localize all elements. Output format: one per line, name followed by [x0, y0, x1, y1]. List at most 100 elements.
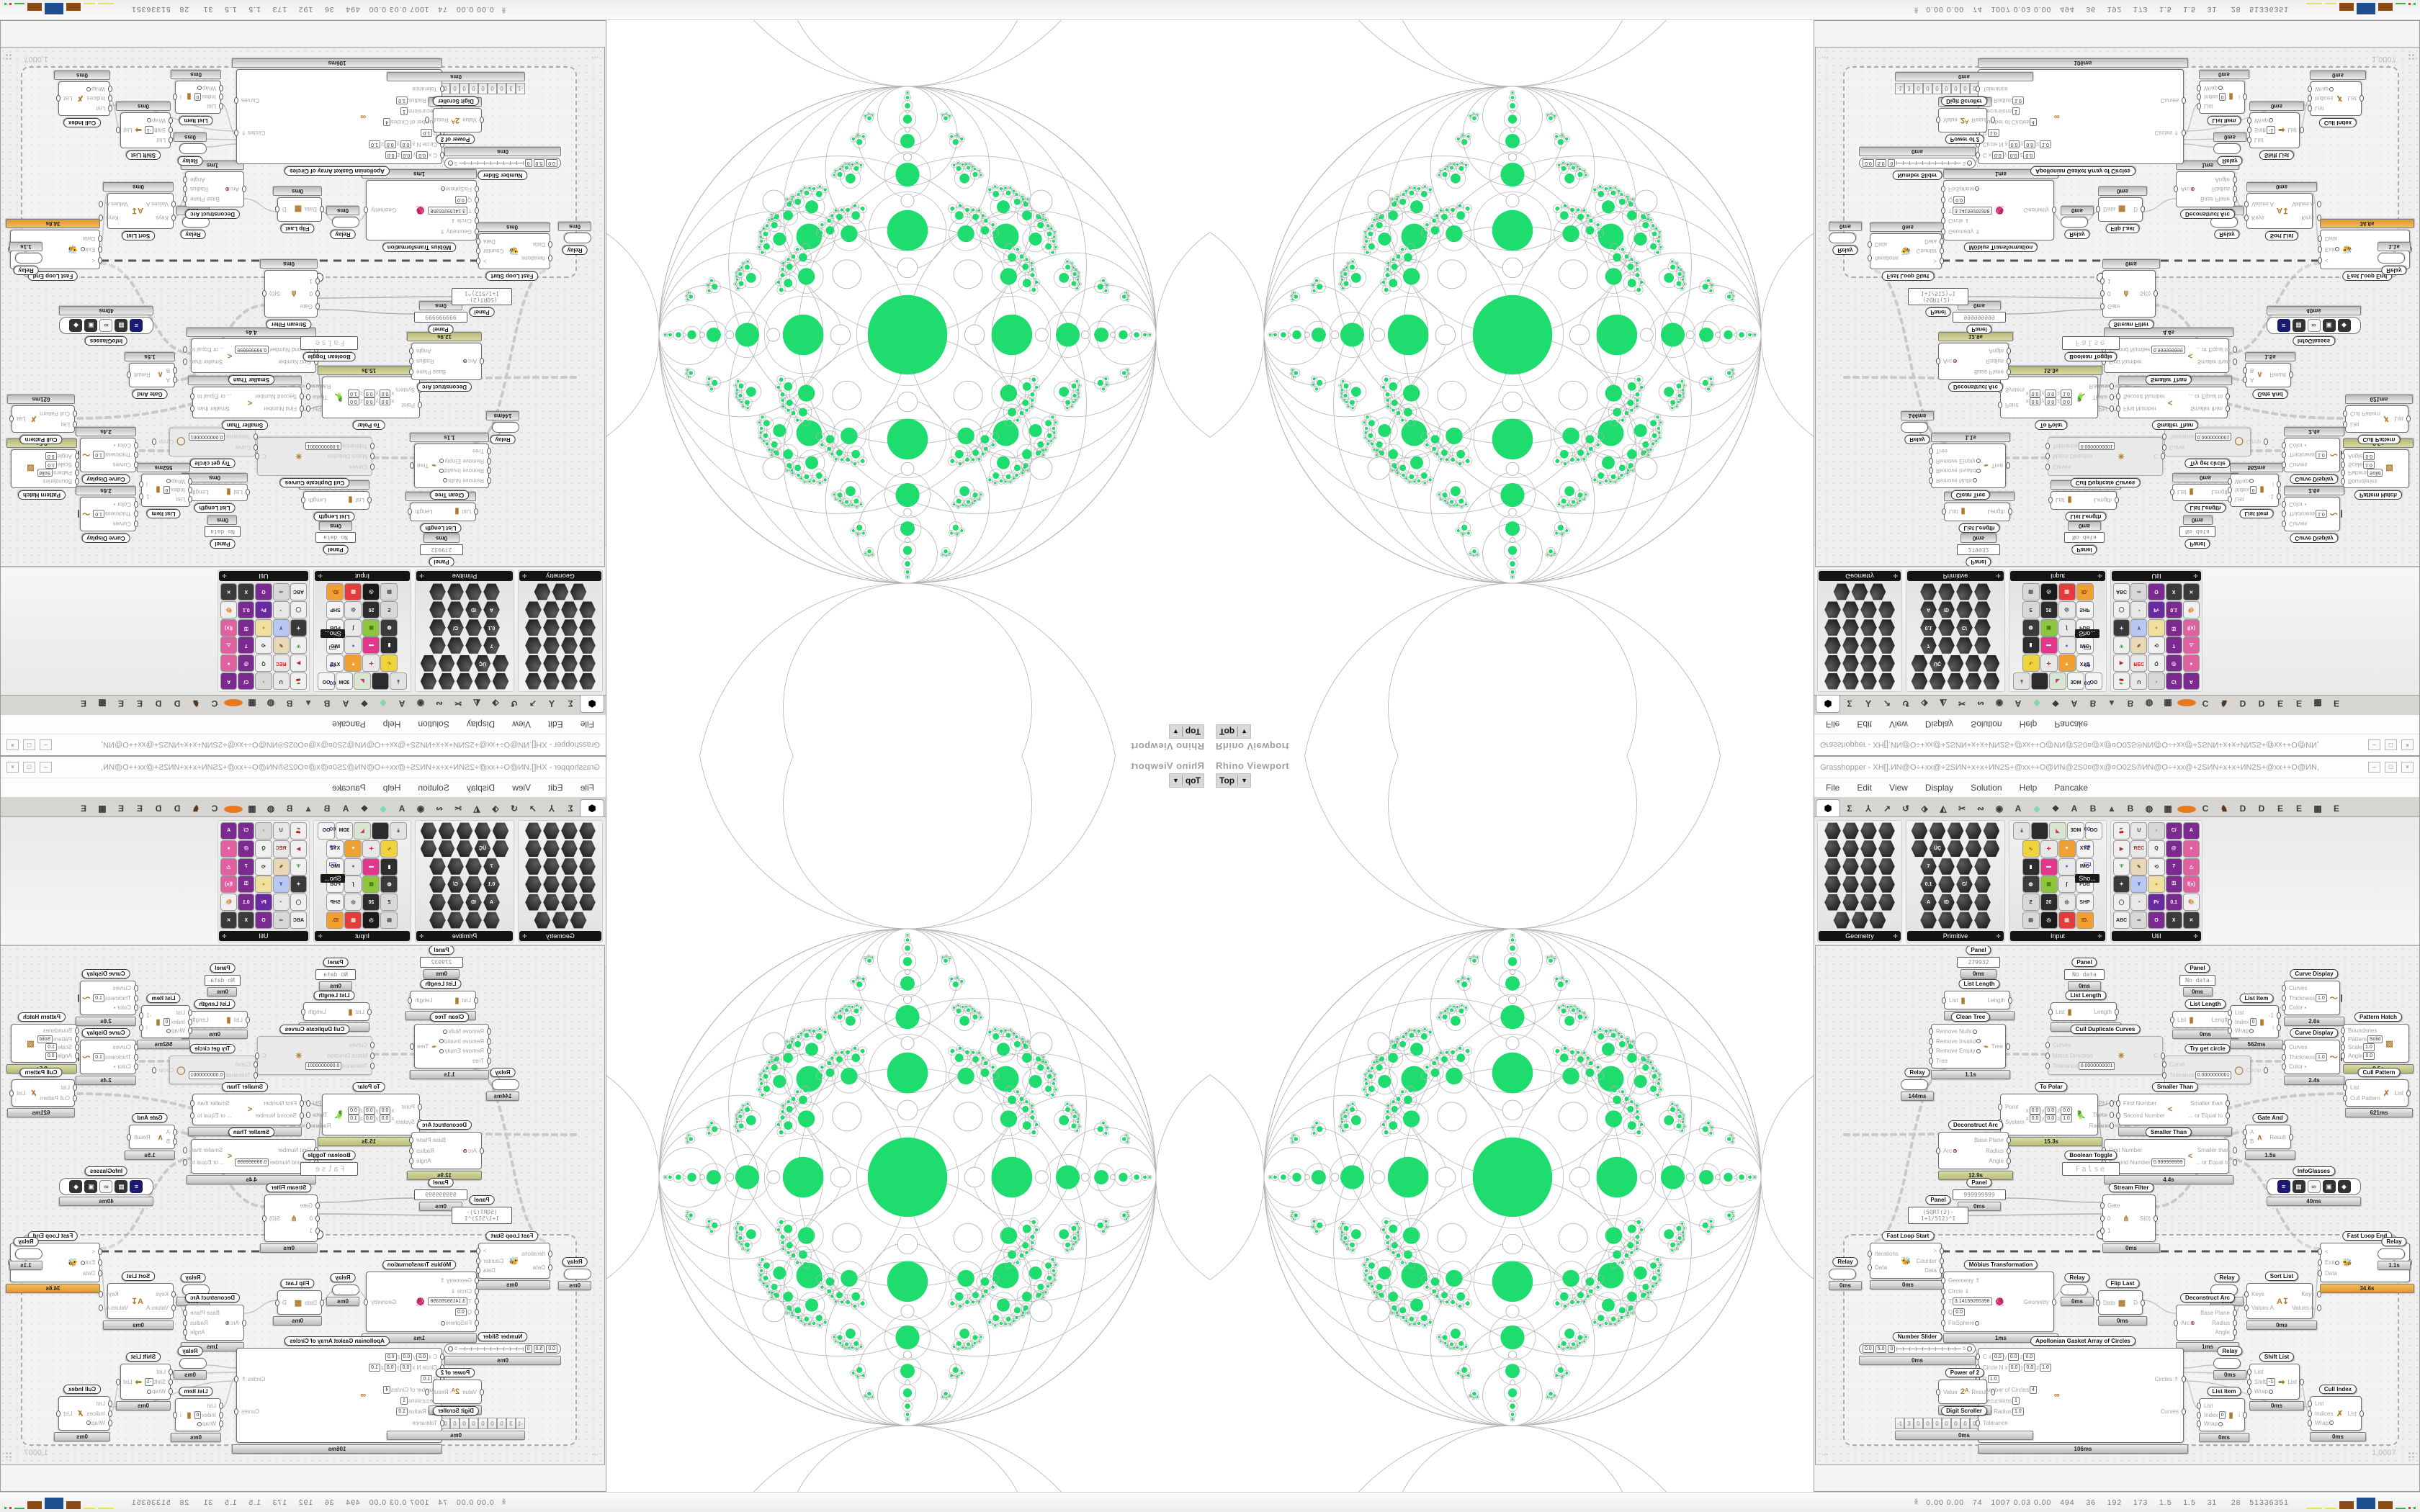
component-icon[interactable]: ● [220, 840, 238, 858]
menu-item-pancake[interactable]: Pancake [2054, 719, 2088, 729]
palette-expand-icon[interactable]: ✛ [2193, 572, 2198, 580]
tab-9[interactable]: A [398, 698, 405, 708]
component-icon[interactable] [429, 876, 447, 893]
value-chip[interactable]: 0 [194, 93, 202, 102]
gh-node-try-get-circle[interactable]: Try get circle Curve Tolerance 0.000000000… [2164, 428, 2261, 468]
component-icon[interactable]: ⚿ [238, 618, 255, 636]
value-chip[interactable]: 0.0 [2023, 150, 2035, 159]
tab-params-selected[interactable]: ⬢ [580, 696, 604, 713]
value-chip[interactable]: 1.0 [369, 140, 380, 148]
gh-node-m-bius-transformation[interactable]: Möbius Transformation Geometry ⇑ Circle ⇓ T… [362, 169, 477, 252]
component-icon[interactable]: ● [255, 618, 272, 636]
value-chip[interactable]: 0.0 [2045, 390, 2057, 397]
gh-node-infoglasses[interactable]: InfoGlasses ≡ ▦ ∞ ▣ ◆ 40ms [2267, 306, 2361, 346]
component-icon[interactable]: ✛ [362, 840, 380, 858]
component-icon[interactable] [579, 654, 596, 672]
value-chip[interactable]: 1 [2012, 107, 2020, 115]
component-icon[interactable] [483, 583, 501, 600]
component-icon[interactable] [552, 583, 569, 600]
gh-node-panel[interactable]: Panel (SQRT(2)- 1+1/512)^1 [1908, 1195, 1968, 1224]
component-icon[interactable] [1824, 876, 1841, 893]
value-chip[interactable]: 0.0 [348, 397, 359, 405]
component-icon[interactable]: X [2165, 582, 2182, 600]
value-chip[interactable]: 0.0 [400, 140, 412, 148]
component-icon[interactable] [2031, 822, 2048, 840]
component-icon[interactable]: 0.1 [1920, 619, 1937, 636]
gh-node-cull-duplicate-curves[interactable]: Cull Duplicate Curves Curves Match Directi… [257, 437, 372, 487]
component-icon[interactable]: A [220, 822, 238, 840]
component-icon[interactable]: ◗ [255, 822, 272, 840]
component-icon[interactable]: 7 [238, 858, 255, 876]
component-icon[interactable]: ID. [2076, 912, 2094, 930]
component-icon[interactable] [543, 672, 560, 690]
glasses-icon[interactable]: ▭ [2082, 858, 2092, 869]
gh-node-boolean-toggle[interactable]: Boolean Toggle False [2062, 1151, 2120, 1176]
tab-icon-oval[interactable] [2177, 806, 2196, 813]
component-icon[interactable]: A [220, 672, 238, 690]
component-icon[interactable] [438, 654, 455, 672]
gh-node-pattern-hatch[interactable]: Pattern Hatch Boundaries Pattern Solid Scal… [2340, 1012, 2414, 1074]
option-circle[interactable] [166, 1028, 171, 1033]
tab-26[interactable]: E [2333, 804, 2339, 814]
gh-node-panel[interactable]: Panel 279932 0ms [420, 534, 463, 567]
component-icon[interactable]: ◎ [2058, 894, 2076, 912]
glasses-icon[interactable]: ▭ [2082, 643, 2092, 654]
tab-8[interactable]: ◉ [416, 804, 425, 814]
digit-cell[interactable]: 0 [488, 83, 497, 94]
component-icon[interactable]: ▤ [2022, 912, 2040, 930]
tab-22[interactable]: D [155, 804, 162, 814]
component-icon[interactable]: C/ [447, 619, 465, 636]
tab-7[interactable]: ∾ [435, 804, 444, 814]
component-icon[interactable] [1947, 822, 1964, 840]
tab-22[interactable]: D [2258, 698, 2265, 708]
tab-params-selected[interactable]: ⬢ [580, 799, 604, 816]
component-icon[interactable]: ▶ [290, 840, 307, 858]
value-chip[interactable]: 0 [163, 486, 171, 495]
component-icon[interactable] [1983, 654, 2000, 672]
digit-cell[interactable]: 0 [478, 83, 488, 94]
gh-node-flip-last[interactable]: Flip Last Data ▦ D 0ms [273, 186, 322, 233]
palette-expand-icon[interactable]: ✛ [2097, 932, 2102, 940]
gh-node-curve-display[interactable]: Curve Display Curves Thickness 1.0 Color ▪ ～… [76, 969, 136, 1026]
glasses-icon[interactable]: ∞ [329, 822, 336, 834]
glasses-icon[interactable]: ∞ [329, 660, 336, 672]
component-icon[interactable] [561, 654, 578, 672]
component-icon[interactable]: ⚿ [238, 876, 255, 894]
component-icon[interactable] [1983, 822, 2000, 840]
value-chip[interactable]: 0.0 [2024, 1364, 2036, 1372]
menu-item-help[interactable]: Help [2019, 783, 2038, 793]
value-chip[interactable]: 0.0 [2029, 1115, 2041, 1122]
value-chip[interactable]: 0.0 [1953, 1308, 1965, 1317]
gh-node-apollonian-gasket-array-of-circles[interactable]: Apollonian Gasket Array of Circles C x 0.0… [1975, 1336, 2188, 1454]
option-circle[interactable] [197, 86, 202, 91]
digit-cell[interactable]: 0 [469, 83, 478, 94]
component-icon[interactable]: Y [272, 876, 290, 894]
digit-cell[interactable]: 3 [1904, 1418, 1914, 1429]
infoglasses-icon[interactable]: ∞ [99, 1180, 113, 1193]
component-icon[interactable] [1938, 912, 1955, 929]
tab-5[interactable]: ◭ [1940, 804, 1947, 814]
tab-1[interactable]: ⅄ [1865, 804, 1871, 814]
component-icon[interactable]: ◔ [272, 600, 290, 618]
gh-node-cull-index[interactable]: Cull Index List Indices Wrap ✗ List 0ms [54, 71, 110, 127]
option-circle[interactable] [2329, 86, 2334, 91]
tab-0[interactable]: Σ [568, 804, 573, 814]
component-icon[interactable]: ∫ [2058, 876, 2076, 894]
palette-expand-icon[interactable]: ✛ [2097, 572, 2102, 580]
maximize-button[interactable]: □ [2385, 762, 2397, 773]
tab-17[interactable]: ▦ [2164, 804, 2172, 814]
value-chip[interactable]: 0.0 [2363, 451, 2375, 460]
component-icon[interactable]: ✛ [2040, 654, 2058, 672]
value-chip[interactable]: 0.0 [379, 397, 391, 405]
option-circle[interactable] [1975, 186, 1980, 192]
component-icon[interactable]: 7 [1920, 636, 1937, 654]
component-icon[interactable] [1842, 636, 1860, 654]
component-icon[interactable]: ◔ [2130, 600, 2148, 618]
component-icon[interactable] [1911, 654, 1928, 672]
digit-cell[interactable]: 0 [460, 83, 469, 94]
component-icon[interactable]: C/ [1956, 876, 1973, 893]
tab-23[interactable]: E [2277, 804, 2283, 814]
gh-node-sort-list[interactable]: Sort List Keys Values A A↧ Keys Values A 0ms [103, 182, 174, 240]
component-icon[interactable]: ◯ [2113, 894, 2130, 912]
